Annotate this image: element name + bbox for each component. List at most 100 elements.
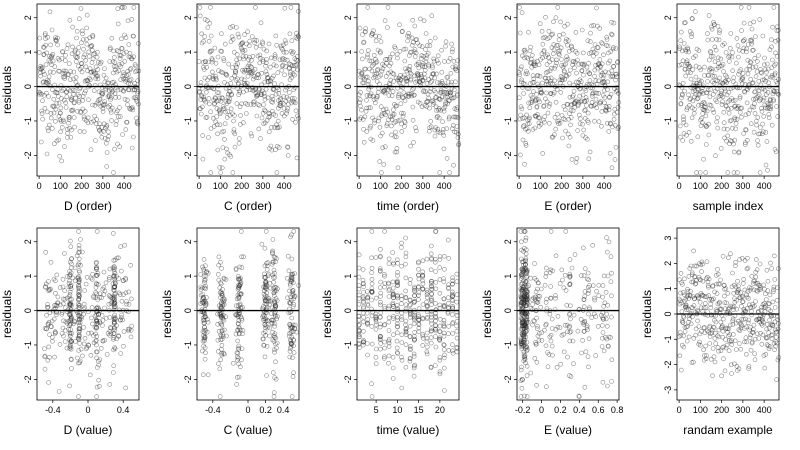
data-point [236, 374, 242, 380]
data-point [410, 17, 416, 23]
y-tick-label: -1 [23, 341, 33, 349]
data-point [60, 49, 66, 55]
data-point [539, 80, 545, 86]
x-axis-label: time (order) [377, 199, 439, 213]
data-point [433, 279, 439, 285]
data-point [88, 352, 94, 358]
data-point [606, 70, 611, 76]
data-point [47, 9, 53, 15]
data-point [677, 330, 683, 335]
data-point [117, 56, 123, 61]
data-point [453, 79, 458, 85]
data-point [754, 95, 760, 100]
data-point [768, 308, 774, 314]
data-point [581, 61, 587, 67]
data-point [291, 350, 297, 355]
data-point [435, 129, 441, 135]
data-point [200, 133, 205, 138]
data-point [271, 333, 277, 339]
data-point [567, 95, 573, 100]
data-point [95, 49, 100, 55]
data-point [102, 99, 107, 104]
data-point [118, 114, 123, 119]
data-point [720, 61, 726, 67]
data-point [691, 303, 697, 308]
data-point [94, 117, 99, 122]
data-point [403, 322, 408, 328]
data-point [688, 139, 694, 144]
data-point [683, 73, 689, 79]
data-point [765, 101, 771, 106]
data-point [773, 343, 778, 349]
data-point [356, 265, 362, 271]
data-point [403, 318, 409, 324]
data-point [56, 137, 62, 143]
data-point [395, 280, 400, 286]
data-point [411, 337, 417, 343]
data-point [772, 277, 778, 282]
y-axis-label: residuals [0, 66, 14, 114]
data-point [601, 303, 607, 309]
data-point [356, 317, 362, 323]
data-point [532, 61, 537, 67]
data-point [375, 66, 381, 72]
data-point [748, 121, 754, 126]
x-axis-label: C (order) [224, 199, 272, 213]
data-point [264, 373, 269, 378]
data-point [121, 51, 127, 56]
data-point [207, 20, 213, 26]
data-point [94, 318, 99, 324]
data-point [236, 140, 242, 146]
data-point [523, 265, 528, 271]
data-point [592, 118, 597, 124]
data-point [261, 330, 266, 336]
data-point [361, 126, 366, 132]
data-point [201, 318, 206, 323]
data-point [111, 170, 116, 175]
data-point [114, 274, 119, 279]
data-point [567, 312, 572, 318]
data-point [291, 338, 297, 343]
data-point [696, 274, 702, 280]
data-point [200, 104, 205, 110]
data-point [108, 97, 113, 102]
data-point [43, 281, 49, 287]
data-point [420, 281, 426, 286]
data-point [747, 21, 753, 27]
data-point [219, 322, 225, 328]
data-point [205, 319, 211, 325]
data-point [246, 57, 251, 62]
data-point [730, 79, 736, 85]
data-point [424, 339, 430, 344]
data-point [76, 99, 82, 105]
data-point [428, 365, 434, 370]
data-point [373, 255, 379, 260]
data-point [688, 76, 694, 82]
data-point [437, 316, 443, 322]
data-point [378, 279, 384, 285]
data-point [753, 274, 759, 280]
data-point [764, 326, 770, 332]
data-point [365, 301, 371, 307]
data-point [241, 254, 246, 260]
data-point [69, 265, 74, 271]
data-point [233, 69, 238, 74]
data-point [198, 272, 203, 277]
data-point [78, 85, 83, 90]
data-point [578, 273, 584, 278]
data-point [760, 129, 766, 134]
data-point [454, 345, 460, 351]
data-point [230, 37, 236, 42]
data-point [585, 284, 591, 290]
data-point [36, 50, 42, 55]
data-point [728, 362, 734, 368]
data-point [773, 61, 779, 67]
data-point [726, 89, 732, 95]
data-point [738, 5, 744, 10]
data-point [361, 290, 366, 295]
data-point [610, 45, 616, 50]
data-point [531, 318, 537, 324]
data-point [442, 352, 447, 358]
data-point [764, 322, 770, 327]
data-point [565, 329, 570, 335]
